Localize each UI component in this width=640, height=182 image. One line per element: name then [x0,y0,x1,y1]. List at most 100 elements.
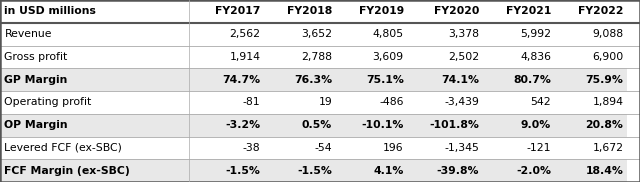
Bar [483,91,555,114]
Text: FCF Margin (ex-SBC): FCF Margin (ex-SBC) [4,166,130,176]
Bar [264,0,336,23]
Bar [483,0,555,23]
Text: 74.1%: 74.1% [442,75,479,85]
Text: -486: -486 [380,97,404,107]
Text: 76.3%: 76.3% [294,75,332,85]
Bar [408,91,483,114]
Text: Revenue: Revenue [4,29,52,39]
Text: -38: -38 [243,143,260,153]
Bar [336,159,408,182]
Text: 2,562: 2,562 [230,29,260,39]
Text: FY2019: FY2019 [358,6,404,16]
Text: 2,788: 2,788 [301,52,332,62]
Bar [264,159,336,182]
Text: FY2021: FY2021 [506,6,551,16]
Text: 196: 196 [383,143,404,153]
Text: FY2017: FY2017 [215,6,260,16]
Bar [408,23,483,46]
Bar [0,114,189,136]
Bar [0,46,189,68]
Bar [555,46,627,68]
Bar [264,136,336,159]
Bar [264,91,336,114]
Text: 2,502: 2,502 [448,52,479,62]
Text: Gross profit: Gross profit [4,52,68,62]
Text: Levered FCF (ex-SBC): Levered FCF (ex-SBC) [4,143,122,153]
Text: -101.8%: -101.8% [429,120,479,130]
Text: -1,345: -1,345 [445,143,479,153]
Text: 18.4%: 18.4% [586,166,623,176]
Text: -39.8%: -39.8% [437,166,479,176]
Bar [483,68,555,91]
Bar [408,159,483,182]
Bar [189,23,264,46]
Bar [336,114,408,136]
Text: 3,609: 3,609 [372,52,404,62]
Text: 0.5%: 0.5% [302,120,332,130]
Text: 4,805: 4,805 [372,29,404,39]
Text: -2.0%: -2.0% [516,166,551,176]
Text: 75.1%: 75.1% [366,75,404,85]
Text: -3,439: -3,439 [445,97,479,107]
Bar [336,68,408,91]
Text: -1.5%: -1.5% [226,166,260,176]
Bar [0,23,189,46]
Bar [0,68,189,91]
Text: 74.7%: 74.7% [222,75,260,85]
Bar [555,0,627,23]
Text: 542: 542 [531,97,551,107]
Bar [0,159,189,182]
Bar [189,68,264,91]
Bar [483,136,555,159]
Text: FY2018: FY2018 [287,6,332,16]
Text: OP Margin: OP Margin [4,120,68,130]
Bar [336,91,408,114]
Text: 6,900: 6,900 [592,52,623,62]
Text: -54: -54 [314,143,332,153]
Text: GP Margin: GP Margin [4,75,68,85]
Text: 1,672: 1,672 [593,143,623,153]
Bar [336,0,408,23]
Text: FY2022: FY2022 [578,6,623,16]
Text: 1,914: 1,914 [230,52,260,62]
Text: 1,894: 1,894 [593,97,623,107]
Bar [555,114,627,136]
Bar [189,0,264,23]
Text: 5,992: 5,992 [520,29,551,39]
Bar [483,46,555,68]
Bar [264,68,336,91]
Bar [408,0,483,23]
Bar [483,114,555,136]
Text: FY2020: FY2020 [434,6,479,16]
Bar [336,136,408,159]
Bar [555,68,627,91]
Bar [264,46,336,68]
Bar [408,114,483,136]
Bar [408,136,483,159]
Bar [555,91,627,114]
Text: -121: -121 [527,143,551,153]
Text: 4.1%: 4.1% [374,166,404,176]
Text: -3.2%: -3.2% [225,120,260,130]
Bar [555,23,627,46]
Text: Operating profit: Operating profit [4,97,92,107]
Bar [336,23,408,46]
Bar [189,114,264,136]
Text: -10.1%: -10.1% [362,120,404,130]
Text: 20.8%: 20.8% [586,120,623,130]
Text: 80.7%: 80.7% [513,75,551,85]
Bar [483,159,555,182]
Bar [336,46,408,68]
Bar [264,114,336,136]
Text: 9,088: 9,088 [592,29,623,39]
Bar [555,159,627,182]
Bar [483,23,555,46]
Text: 3,652: 3,652 [301,29,332,39]
Text: 19: 19 [319,97,332,107]
Text: 4,836: 4,836 [520,52,551,62]
Bar [189,159,264,182]
Text: -81: -81 [243,97,260,107]
Bar [189,136,264,159]
Text: -1.5%: -1.5% [298,166,332,176]
Bar [189,91,264,114]
